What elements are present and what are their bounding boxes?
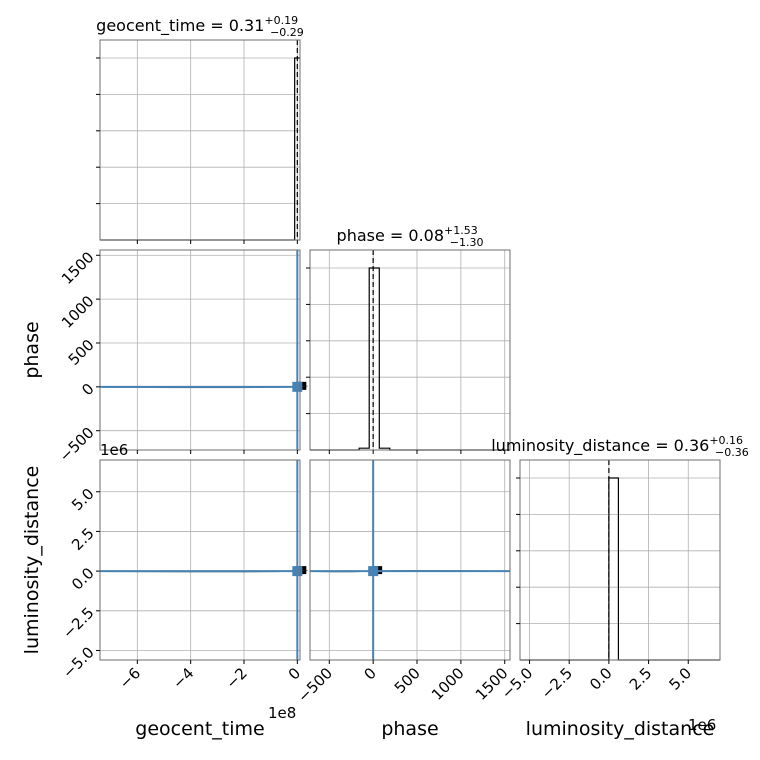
x-axis-label: geocent_time	[135, 718, 264, 740]
title-geocent_time: geocent_time = 0.31+0.19 −0.29	[96, 14, 304, 39]
y-tick-label: 2.5	[68, 524, 98, 554]
x-axis-label: luminosity_distance	[526, 718, 715, 740]
x-offset-label: 1e8	[268, 704, 296, 722]
y-tick-label: −500	[56, 424, 98, 466]
panel-frame-0-0	[99, 39, 301, 241]
x-tick-label: −4	[169, 664, 197, 692]
y-tick-label: 1000	[58, 292, 98, 332]
x-tick-label: 2.5	[626, 664, 656, 694]
y-tick-label: 1500	[58, 248, 98, 288]
y-tick-label: 500	[65, 336, 98, 369]
x-offset-label: 1e6	[688, 716, 716, 734]
panel-frame-2-0	[99, 459, 301, 661]
x-tick-label: −6	[116, 664, 144, 692]
truth-marker	[292, 381, 303, 392]
y-tick-label: −5.0	[59, 643, 97, 681]
panel-frame-2-1	[309, 459, 511, 661]
histogram-phase	[310, 267, 510, 451]
histogram-luminosity_distance	[520, 477, 720, 661]
x-tick-label: 5.0	[665, 664, 695, 694]
title-phase: phase = 0.08+1.53 −1.30	[337, 224, 484, 249]
y-tick-label: 5.0	[68, 485, 98, 515]
x-tick-label: −2	[222, 664, 250, 692]
x-tick-label: 0	[285, 664, 304, 683]
x-tick-label: 1000	[428, 664, 468, 704]
histogram-geocent_time	[100, 57, 300, 241]
y-tick-label: 0.0	[68, 564, 98, 594]
panel-frame-1-1	[309, 249, 511, 451]
x-tick-label: −2.5	[538, 664, 576, 702]
y-axis-label: luminosity_distance	[21, 466, 43, 655]
panel-frames	[99, 39, 721, 661]
x-tick-label: 0	[361, 664, 380, 683]
truth-marker	[292, 566, 303, 577]
x-axis-label: phase	[381, 718, 438, 740]
x-tick-label: 0.0	[586, 664, 616, 694]
plot-marks	[100, 40, 720, 661]
y-tick-label: 0	[78, 380, 97, 399]
x-tick-label: −500	[294, 664, 336, 706]
panel-frame-2-2	[519, 459, 721, 661]
grid-lines	[100, 40, 720, 660]
panel-frame-1-0	[99, 249, 301, 451]
x-tick-label: 500	[391, 664, 424, 697]
truth-marker	[368, 566, 379, 577]
y-tick-label: −2.5	[59, 604, 97, 642]
y-offset-label: 1e6	[100, 441, 128, 459]
title-luminosity_distance: luminosity_distance = 0.36+0.16 −0.36	[491, 434, 749, 459]
y-axis-label: phase	[21, 321, 43, 378]
tick-marks	[96, 57, 689, 664]
